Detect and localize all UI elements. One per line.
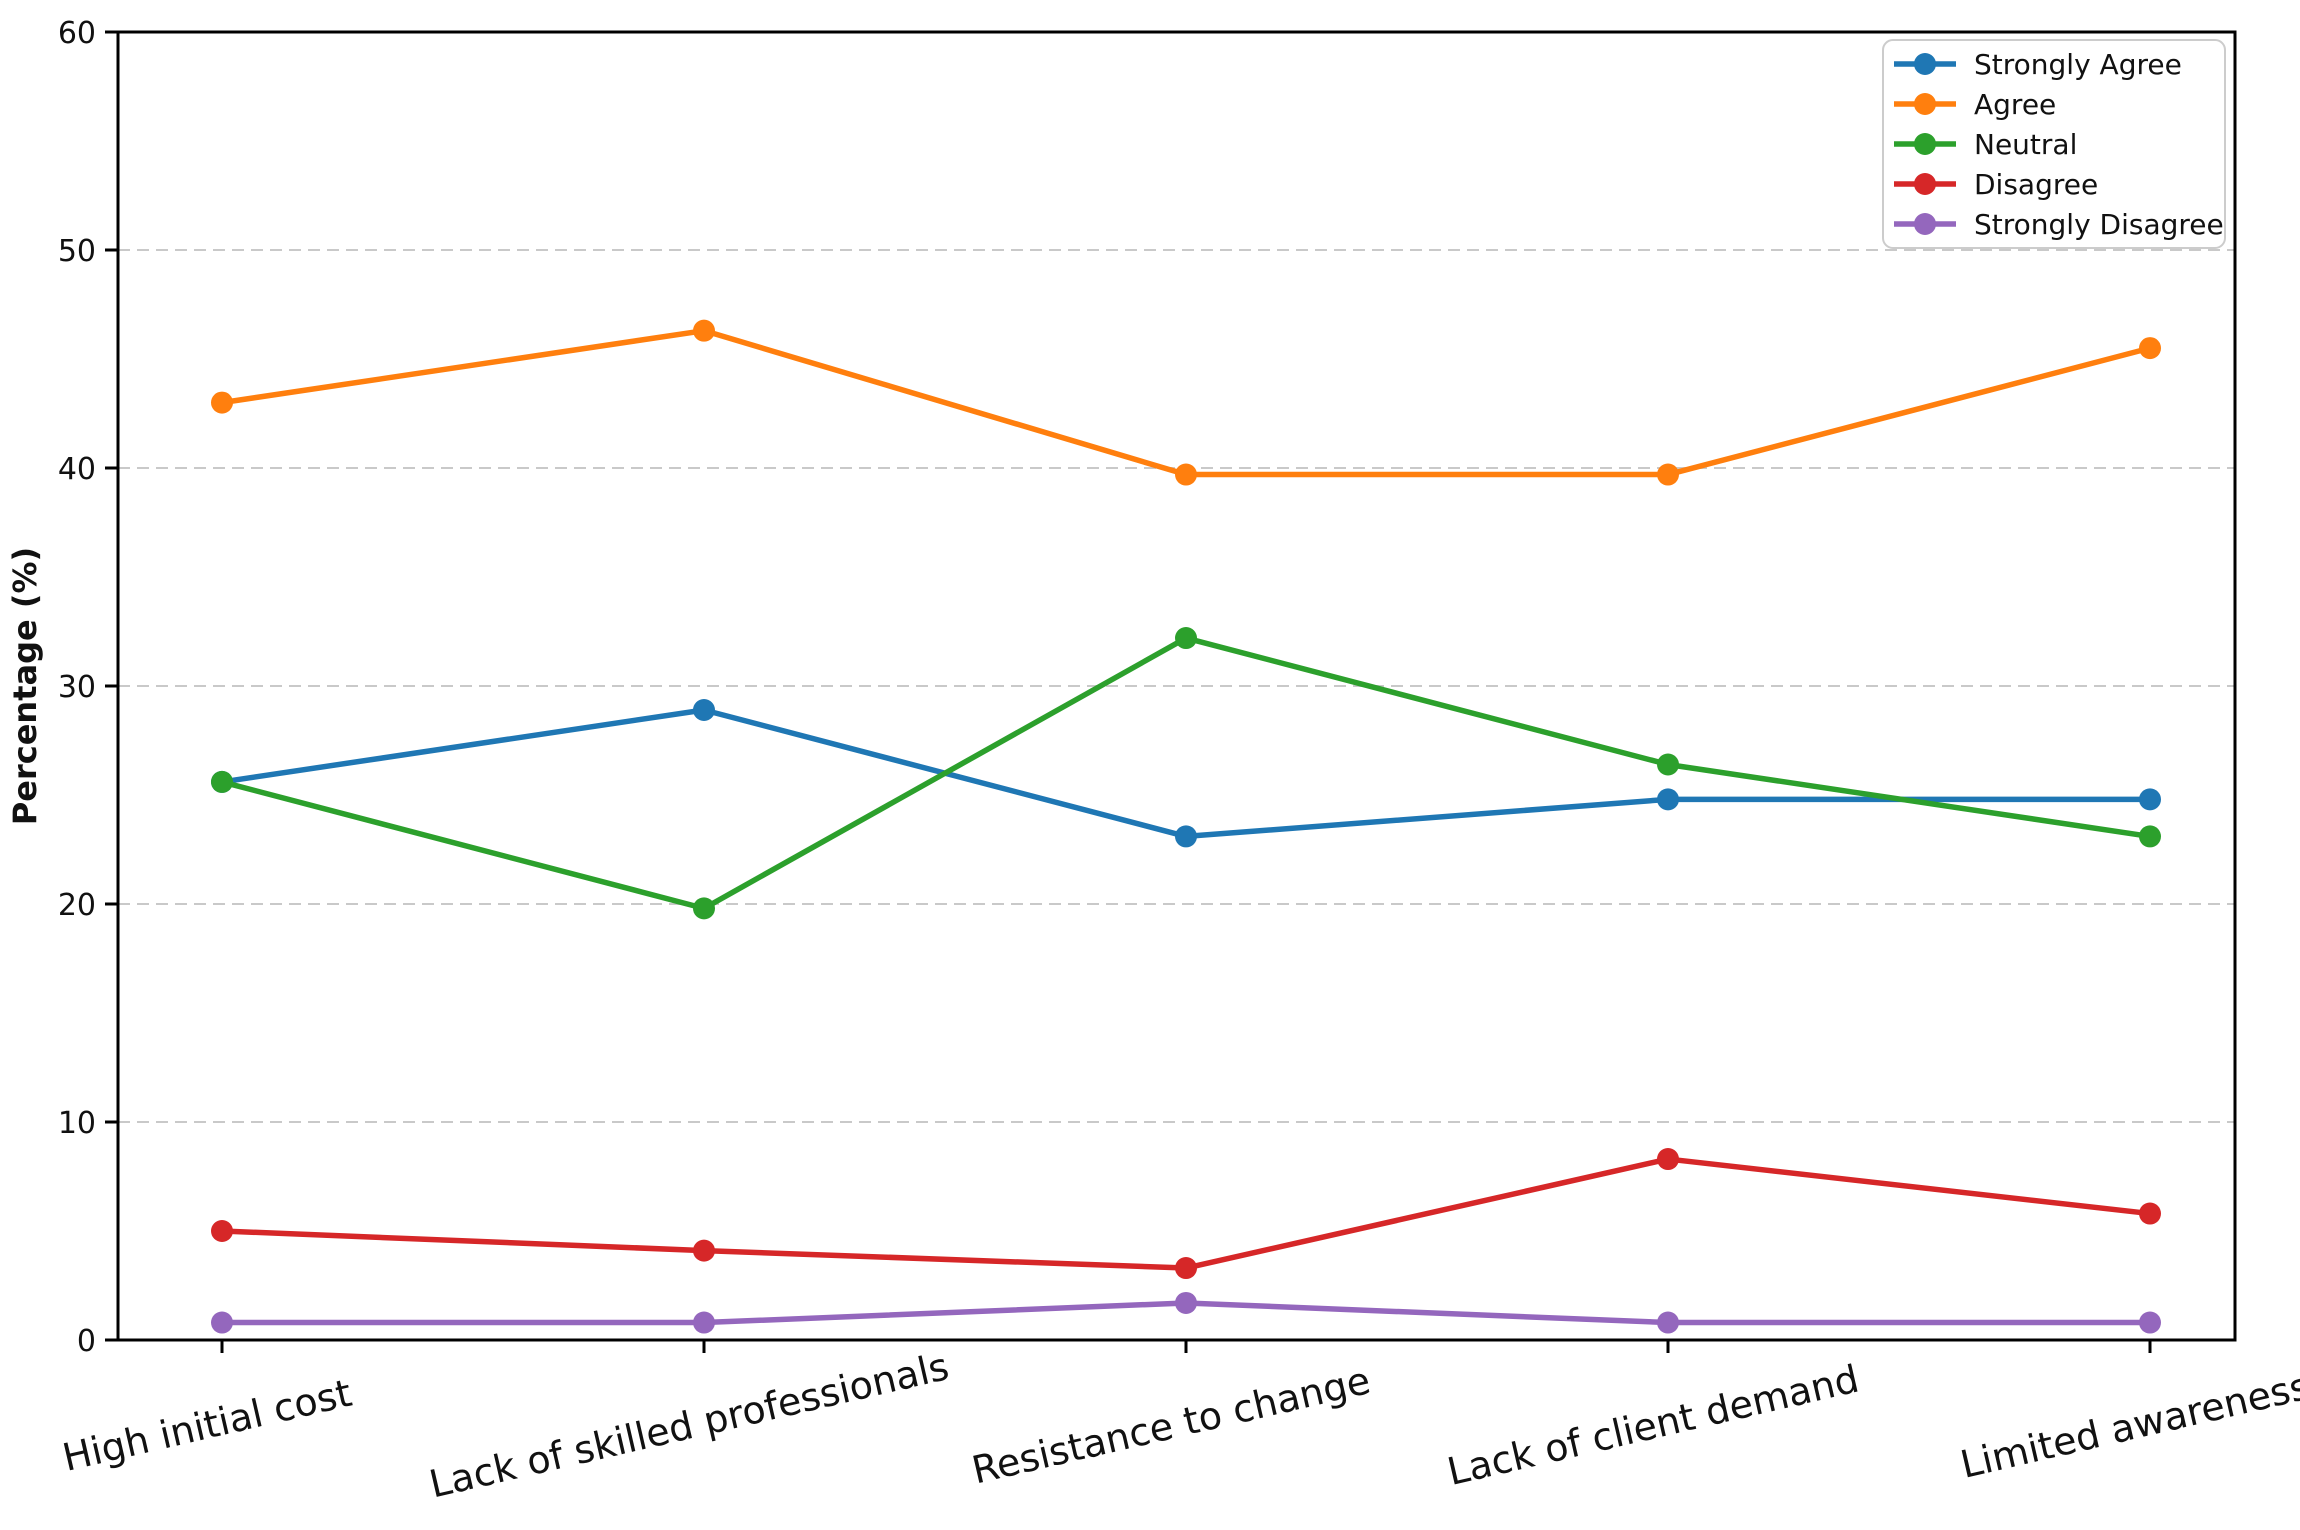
series-line-disagree bbox=[219, 1156, 2153, 1271]
data-point-neutral-2 bbox=[1175, 627, 1197, 650]
data-point-agree-4 bbox=[2139, 337, 2161, 360]
series-line-neutral bbox=[219, 635, 2153, 912]
series-disagree bbox=[211, 1148, 2161, 1280]
data-point-disagree-3 bbox=[1657, 1148, 1679, 1171]
x-tick-label-limited-awareness: Limited awareness bbox=[1956, 1364, 2300, 1487]
legend-marker-neutral bbox=[1914, 133, 1936, 155]
data-point-neutral-0 bbox=[211, 770, 233, 793]
legend-label-agree: Agree bbox=[1974, 88, 2056, 121]
data-point-agree-2 bbox=[1175, 463, 1197, 486]
data-point-disagree-4 bbox=[2139, 1202, 2161, 1225]
x-tick-label-resistance-to-change: Resistance to change bbox=[968, 1358, 1374, 1492]
legend-item-strongly-agree: Strongly Agree bbox=[1894, 48, 2182, 81]
data-point-strongly-agree-4 bbox=[2139, 788, 2161, 811]
legend-box bbox=[1882, 39, 2226, 249]
y-tick-label-20: 20 bbox=[58, 888, 96, 923]
data-point-neutral-4 bbox=[2139, 825, 2161, 848]
data-point-agree-1 bbox=[693, 319, 715, 342]
data-point-neutral-3 bbox=[1657, 753, 1679, 776]
x-tick-label-lack-of-skilled-professionals: Lack of skilled professionals bbox=[425, 1344, 953, 1506]
data-point-agree-3 bbox=[1657, 463, 1679, 486]
series-line-agree bbox=[219, 327, 2153, 478]
y-tick-label-30: 30 bbox=[58, 670, 96, 705]
data-point-agree-0 bbox=[211, 391, 233, 414]
legend-label-strongly-agree: Strongly Agree bbox=[1974, 48, 2182, 81]
series-neutral bbox=[211, 627, 2161, 920]
data-point-strongly-disagree-2 bbox=[1175, 1291, 1197, 1314]
legend-marker-strongly-disagree bbox=[1914, 213, 1936, 235]
data-point-disagree-0 bbox=[211, 1220, 233, 1242]
y-tick-label-60: 60 bbox=[58, 16, 96, 51]
legend-label-neutral: Neutral bbox=[1974, 128, 2077, 161]
data-point-strongly-agree-1 bbox=[693, 698, 715, 721]
series-group bbox=[211, 319, 2161, 1334]
legend: Strongly Agree Agree Neutral Disagree Strong… bbox=[1882, 39, 2226, 249]
legend-item-agree: Agree bbox=[1894, 88, 2056, 121]
y-axis-label: Percentage (%) bbox=[6, 547, 44, 825]
legend-marker-agree bbox=[1914, 93, 1936, 115]
legend-label-disagree: Disagree bbox=[1974, 168, 2098, 201]
series-strongly-agree bbox=[211, 698, 2161, 848]
data-point-strongly-disagree-0 bbox=[211, 1311, 233, 1334]
y-tick-label-50: 50 bbox=[58, 234, 96, 269]
legend-item-disagree: Disagree bbox=[1894, 168, 2098, 201]
legend-item-neutral: Neutral bbox=[1894, 128, 2077, 161]
data-point-neutral-1 bbox=[693, 897, 715, 920]
data-point-strongly-disagree-4 bbox=[2139, 1311, 2161, 1334]
legend-marker-disagree bbox=[1914, 173, 1936, 195]
data-point-strongly-agree-3 bbox=[1657, 788, 1679, 811]
legend-item-strongly-disagree: Strongly Disagree bbox=[1894, 208, 2224, 241]
series-strongly-disagree bbox=[211, 1291, 2161, 1334]
x-tick-label-lack-of-client-demand: Lack of client demand bbox=[1443, 1357, 1863, 1494]
y-tick-label-40: 40 bbox=[58, 452, 96, 487]
x-tick-label-high-initial-cost: High initial cost bbox=[58, 1371, 355, 1480]
series-agree bbox=[211, 319, 2161, 486]
gridlines-group bbox=[118, 249, 2235, 1123]
legend-marker-strongly-agree bbox=[1914, 53, 1936, 75]
legend-label-strongly-disagree: Strongly Disagree bbox=[1974, 208, 2224, 241]
data-point-disagree-1 bbox=[693, 1239, 715, 1262]
y-tick-label-10: 10 bbox=[58, 1106, 96, 1141]
y-tick-label-0: 0 bbox=[77, 1324, 96, 1359]
data-point-strongly-disagree-3 bbox=[1657, 1311, 1679, 1334]
data-point-disagree-2 bbox=[1175, 1257, 1197, 1280]
data-point-strongly-agree-2 bbox=[1175, 825, 1197, 848]
data-point-strongly-disagree-1 bbox=[693, 1311, 715, 1334]
series-line-strongly-agree bbox=[219, 707, 2153, 840]
